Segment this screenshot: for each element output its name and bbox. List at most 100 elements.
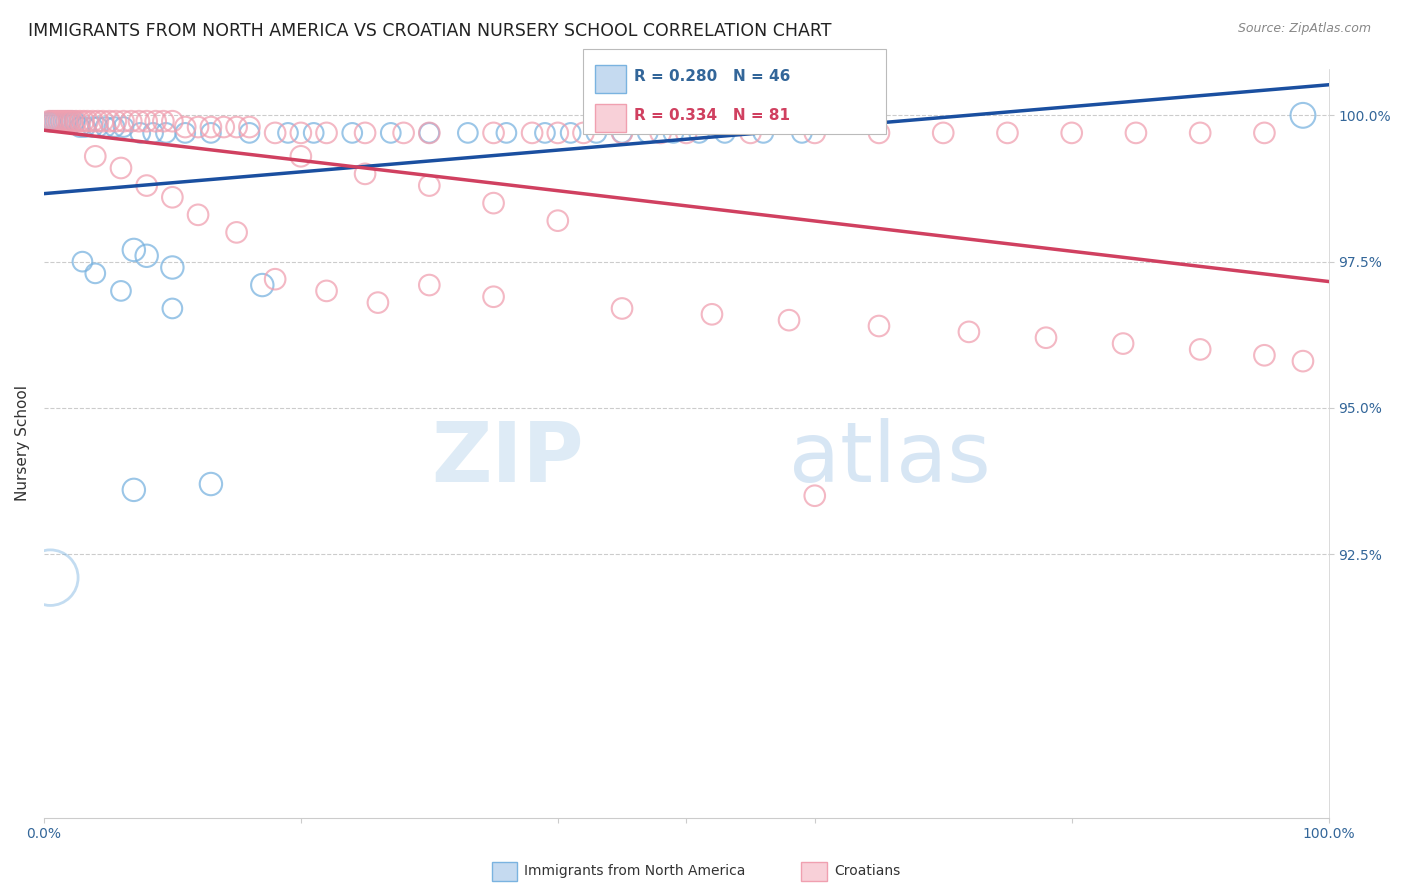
Point (1060, 126, 1083, 140)
Point (56, 114, 79, 128)
Point (73, 114, 96, 128)
Point (662, 126, 685, 140)
Point (495, 126, 517, 140)
Point (174, 126, 197, 140)
Point (675, 126, 697, 140)
Point (72, 254, 94, 268)
Text: R = 0.334   N = 81: R = 0.334 N = 81 (634, 108, 790, 123)
Point (290, 149, 312, 163)
Point (69, 120, 91, 134)
Point (932, 126, 955, 140)
Point (84, 149, 107, 163)
Point (560, 126, 582, 140)
Point (1292, 108, 1315, 122)
Point (1112, 336, 1135, 351)
Point (162, 190, 184, 204)
Point (200, 120, 222, 134)
Point (482, 126, 505, 140)
Point (238, 120, 260, 134)
Point (354, 126, 377, 140)
Point (44, 114, 66, 128)
Point (520, 126, 543, 140)
Point (610, 301, 633, 316)
Point (60, 114, 83, 128)
Point (155, 126, 177, 140)
Point (120, 114, 142, 128)
Point (354, 167, 377, 181)
Point (790, 126, 813, 140)
Point (264, 126, 287, 140)
Point (212, 120, 235, 134)
Point (238, 126, 260, 140)
Point (700, 307, 723, 321)
Point (418, 278, 440, 293)
Point (252, 278, 274, 293)
Point (187, 208, 209, 222)
Point (957, 325, 980, 339)
Point (225, 226, 247, 240)
Point (225, 120, 247, 134)
Text: Source: ZipAtlas.com: Source: ZipAtlas.com (1237, 22, 1371, 36)
Point (110, 161, 132, 175)
Point (162, 114, 184, 128)
Point (63, 114, 86, 128)
Point (58, 114, 80, 128)
Point (1292, 354, 1315, 368)
Point (572, 126, 595, 140)
Point (162, 301, 184, 316)
Point (122, 483, 145, 497)
Point (94, 120, 117, 134)
Point (610, 126, 633, 140)
Point (342, 126, 364, 140)
Point (803, 126, 825, 140)
Point (187, 120, 209, 134)
Point (650, 126, 672, 140)
Point (585, 126, 607, 140)
Point (65, 114, 87, 128)
Point (1253, 126, 1275, 140)
Point (135, 114, 157, 128)
Point (82, 114, 104, 128)
Point (69, 114, 91, 128)
Point (290, 126, 312, 140)
Point (482, 196, 505, 211)
Point (152, 114, 174, 128)
Point (418, 178, 440, 193)
Point (752, 126, 775, 140)
Point (104, 114, 127, 128)
Point (367, 295, 389, 310)
Point (110, 284, 132, 298)
Point (547, 213, 569, 227)
Text: ZIP: ZIP (432, 417, 583, 499)
Point (76, 114, 98, 128)
Point (315, 284, 337, 298)
Y-axis label: Nursery School: Nursery School (15, 385, 30, 501)
Text: Croatians: Croatians (834, 864, 900, 879)
Point (53, 114, 76, 128)
Point (38, 114, 60, 128)
Point (778, 313, 800, 327)
Point (482, 290, 505, 304)
Point (112, 114, 135, 128)
Point (128, 114, 150, 128)
Point (112, 120, 135, 134)
Point (315, 126, 337, 140)
Point (418, 126, 440, 140)
Point (98, 114, 121, 128)
Point (162, 260, 184, 275)
Point (803, 489, 825, 503)
Point (142, 126, 165, 140)
Point (46, 114, 69, 128)
Point (200, 126, 222, 140)
Point (59, 114, 82, 128)
Text: atlas: atlas (789, 417, 991, 499)
Point (740, 126, 762, 140)
Point (39, 114, 62, 128)
Point (174, 120, 197, 134)
Point (277, 126, 299, 140)
Point (200, 477, 222, 491)
Point (688, 126, 710, 140)
Point (87, 114, 110, 128)
Text: R = 0.280   N = 46: R = 0.280 N = 46 (634, 69, 790, 84)
Point (129, 126, 152, 140)
